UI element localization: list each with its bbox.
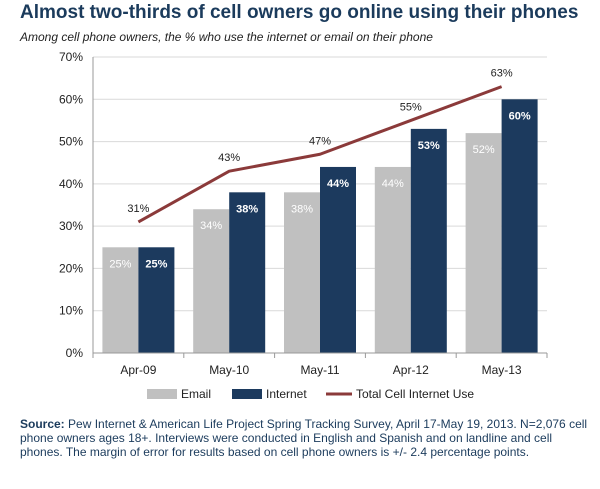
data-label-total: 55%: [400, 101, 422, 113]
bar-email: [465, 133, 502, 353]
legend-total-label: Total Cell Internet Use: [356, 387, 474, 401]
bar-internet: [320, 166, 356, 353]
data-label-internet: 53%: [418, 140, 440, 152]
x-tick-label: May-13: [482, 363, 522, 377]
x-tick-label: May-11: [300, 363, 339, 377]
x-tick-label: Apr-09: [120, 363, 156, 377]
source-note: Source: Pew Internet & American Life Pro…: [20, 417, 590, 459]
legend-internet-label: Internet: [266, 387, 307, 401]
bar-internet: [138, 247, 175, 353]
data-label-email: 52%: [473, 144, 495, 156]
data-label-internet: 44%: [327, 178, 349, 190]
data-label-email: 25%: [109, 258, 131, 270]
y-tick-label: 50%: [59, 135, 83, 149]
chart-subtitle: Among cell phone owners, the % who use t…: [20, 30, 433, 44]
source-label: Source:: [20, 417, 65, 431]
bar-email: [193, 209, 230, 353]
data-label-internet: 38%: [236, 203, 258, 215]
data-label-total: 43%: [218, 152, 240, 164]
y-tick-label: 20%: [59, 261, 83, 275]
x-tick-label: May-10: [209, 363, 249, 377]
data-label-email: 38%: [291, 203, 313, 215]
data-label-total: 31%: [127, 203, 149, 215]
x-tick-label: Apr-12: [393, 363, 429, 377]
data-label-internet: 60%: [509, 110, 531, 122]
y-tick-label: 40%: [59, 177, 83, 191]
chart-title: Almost two-thirds of cell owners go onli…: [20, 2, 579, 23]
bar-internet: [410, 128, 447, 353]
y-tick-label: 60%: [59, 92, 83, 106]
bar-email: [374, 166, 411, 353]
bar-email: [284, 192, 320, 353]
bar-internet: [501, 99, 538, 354]
line-total-cell-internet-use: [137, 85, 503, 224]
bar-email: [102, 247, 139, 353]
source-text: Pew Internet & American Life Project Spr…: [20, 417, 588, 459]
legend-email-label: Email: [181, 387, 211, 401]
y-tick-label: 0%: [66, 346, 84, 360]
y-tick-label: 10%: [59, 304, 83, 318]
data-label-email: 34%: [200, 220, 222, 232]
data-label-email: 44%: [382, 178, 404, 190]
bar-internet: [229, 192, 266, 353]
data-label-internet: 25%: [145, 258, 167, 270]
chart: 25% 25% 31% 34% 38% 43% 38% 44% 47% 44% 53% 55% 52% 6…: [59, 50, 548, 401]
y-tick-label: 30%: [59, 219, 83, 233]
data-label-total: 47%: [309, 135, 331, 147]
legend-internet-swatch: [232, 389, 262, 399]
legend-email-swatch: [147, 389, 177, 399]
y-tick-label: 70%: [59, 50, 83, 64]
data-label-total: 63%: [491, 68, 513, 80]
